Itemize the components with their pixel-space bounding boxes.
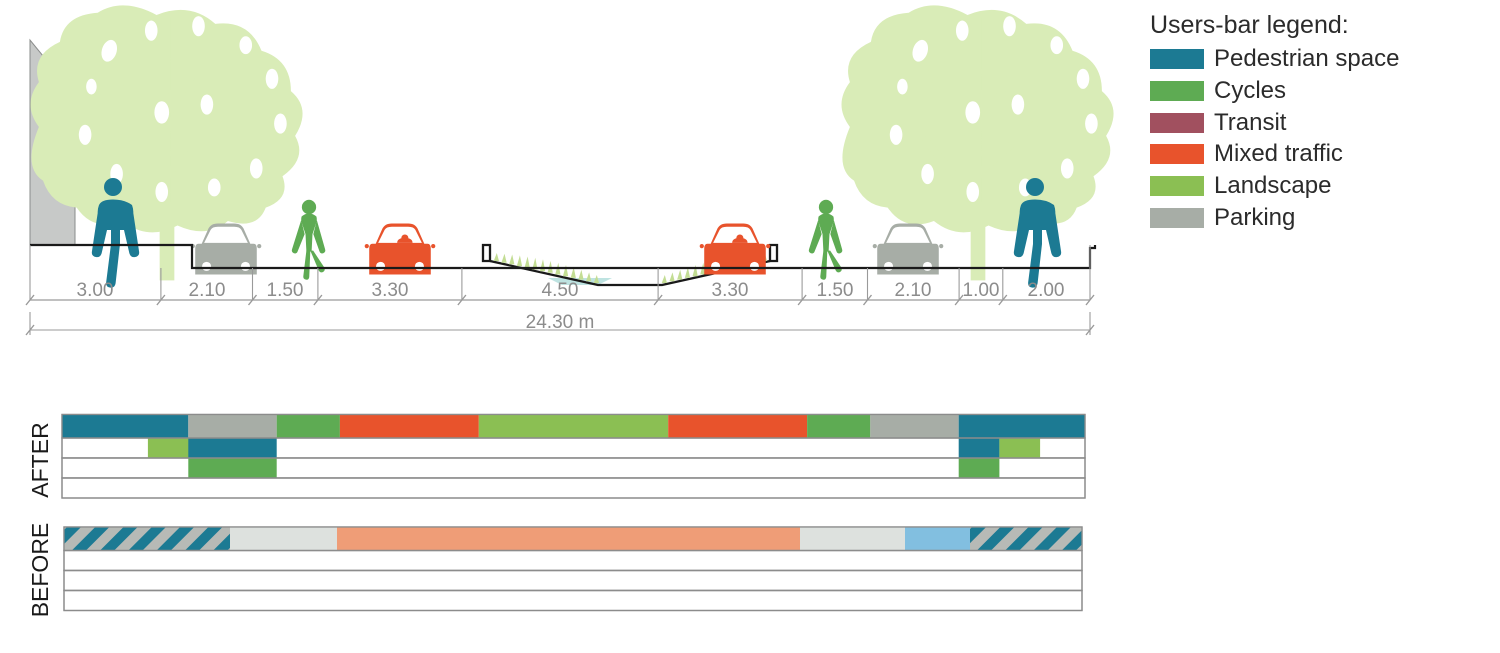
svg-text:1.50: 1.50 — [267, 280, 304, 301]
svg-text:4.50: 4.50 — [542, 280, 579, 301]
svg-text:Transit: Transit — [1214, 109, 1287, 136]
svg-text:Landscape: Landscape — [1214, 172, 1331, 199]
svg-text:Parking: Parking — [1214, 204, 1295, 231]
svg-text:3.30: 3.30 — [712, 280, 749, 301]
svg-text:2.10: 2.10 — [895, 280, 932, 301]
svg-text:24.30 m: 24.30 m — [526, 312, 595, 333]
svg-text:2.10: 2.10 — [189, 280, 226, 301]
svg-text:Pedestrian space: Pedestrian space — [1214, 45, 1399, 72]
svg-text:3.00: 3.00 — [77, 280, 114, 301]
svg-text:Users-bar legend:: Users-bar legend: — [1150, 11, 1349, 39]
svg-text:3.30: 3.30 — [372, 280, 409, 301]
svg-text:1.00: 1.00 — [963, 280, 1000, 301]
svg-text:BEFORE: BEFORE — [27, 523, 53, 618]
svg-text:Mixed traffic: Mixed traffic — [1214, 140, 1343, 167]
svg-text:1.50: 1.50 — [817, 280, 854, 301]
svg-text:Cycles: Cycles — [1214, 77, 1286, 104]
svg-text:2.00: 2.00 — [1028, 280, 1065, 301]
svg-text:AFTER: AFTER — [27, 422, 53, 497]
